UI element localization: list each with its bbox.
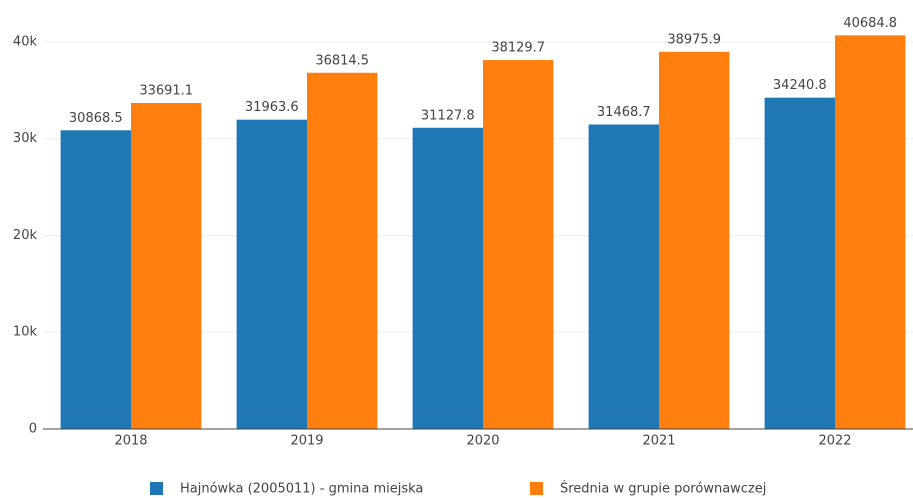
value-label: 31468.7 <box>597 105 651 120</box>
value-label: 31127.8 <box>421 108 475 123</box>
legend-swatch <box>150 482 163 495</box>
x-tick-label: 2018 <box>114 434 147 449</box>
value-label: 30868.5 <box>69 111 123 126</box>
bar <box>835 35 906 430</box>
legend-label: Średnia w grupie porównawczej <box>560 481 766 497</box>
bar <box>588 124 659 429</box>
bar <box>764 97 835 429</box>
legend-item: Średnia w grupie porównawczej <box>530 481 766 497</box>
x-tick-label: 2022 <box>818 434 851 449</box>
x-tick-label: 2019 <box>290 434 323 449</box>
bar <box>236 119 307 429</box>
bar <box>307 72 378 430</box>
bar <box>659 51 730 430</box>
x-tick-label: 2020 <box>466 434 499 449</box>
y-tick-label: 40k <box>13 34 38 49</box>
value-label: 31963.6 <box>245 100 299 115</box>
value-label: 36814.5 <box>315 53 369 68</box>
y-tick-label: 10k <box>13 325 38 340</box>
legend-label: Hajnówka (2005011) - gmina miejska <box>180 482 423 497</box>
y-tick-label: 30k <box>13 131 38 146</box>
y-tick-label: 0 <box>29 422 37 437</box>
bar <box>131 102 202 430</box>
value-label: 40684.8 <box>843 16 897 31</box>
value-label: 34240.8 <box>773 78 827 93</box>
y-tick-label: 20k <box>13 228 38 243</box>
value-label: 38975.9 <box>667 32 721 47</box>
x-tick-label: 2021 <box>642 434 675 449</box>
bar <box>60 130 131 429</box>
value-label: 38129.7 <box>491 41 545 56</box>
legend-swatch <box>530 482 543 495</box>
legend-item: Hajnówka (2005011) - gmina miejska <box>150 482 423 497</box>
value-label: 33691.1 <box>139 83 193 98</box>
bar <box>412 127 483 430</box>
bar <box>483 60 554 429</box>
